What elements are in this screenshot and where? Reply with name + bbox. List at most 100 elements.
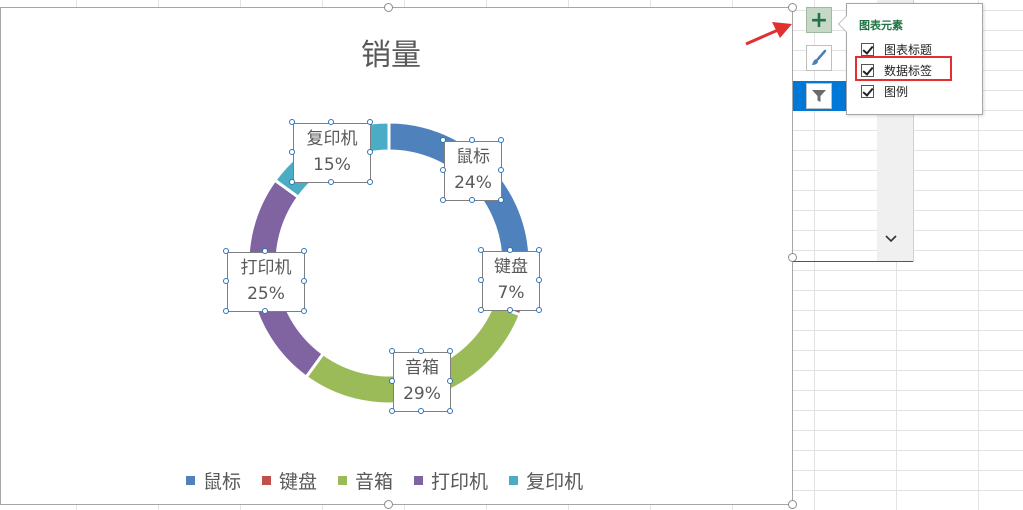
data-label-value: 15%	[313, 155, 351, 175]
data-label-name: 打印机	[240, 258, 292, 278]
selection-handle[interactable]	[469, 137, 475, 143]
selection-handle[interactable]	[367, 149, 373, 155]
selection-handle[interactable]	[289, 149, 295, 155]
resize-handle-top[interactable]	[384, 3, 393, 12]
selection-handle[interactable]	[389, 348, 395, 354]
selection-handle[interactable]	[498, 137, 504, 143]
selection-handle[interactable]	[507, 247, 513, 253]
selection-handle[interactable]	[447, 378, 453, 384]
selection-handle[interactable]	[301, 248, 307, 254]
selection-handle[interactable]	[289, 119, 295, 125]
legend-swatch	[262, 476, 272, 485]
selection-handle[interactable]	[440, 197, 446, 203]
data-label-copier[interactable]: 复印机 15%	[293, 123, 371, 183]
selection-handle[interactable]	[367, 119, 373, 125]
chart-filters-button[interactable]	[806, 83, 832, 109]
resize-handle-bottom[interactable]	[384, 500, 393, 509]
resize-handle-top-right[interactable]	[788, 3, 797, 12]
selection-handle[interactable]	[498, 197, 504, 203]
selection-handle[interactable]	[389, 378, 395, 384]
selection-handle[interactable]	[223, 248, 229, 254]
data-label-mouse[interactable]: 鼠标 24%	[444, 141, 502, 201]
selection-handle[interactable]	[223, 278, 229, 284]
selection-handle[interactable]	[367, 179, 373, 185]
red-highlight-box	[855, 56, 952, 81]
legend-item-printer[interactable]: 打印机	[414, 467, 488, 494]
selection-handle[interactable]	[469, 197, 475, 203]
selection-handle[interactable]	[447, 348, 453, 354]
resize-handle-right[interactable]	[788, 253, 797, 262]
selection-handle[interactable]	[328, 179, 334, 185]
plus-icon: +	[809, 7, 829, 33]
selection-handle[interactable]	[418, 348, 424, 354]
selection-handle[interactable]	[447, 408, 453, 414]
data-label-value: 29%	[403, 384, 441, 404]
checkbox-data-labels[interactable]	[861, 64, 874, 77]
legend-swatch	[509, 476, 519, 485]
selection-handle[interactable]	[389, 408, 395, 414]
data-label-value: 25%	[247, 284, 285, 304]
selection-handle[interactable]	[536, 277, 542, 283]
selection-handle[interactable]	[418, 408, 424, 414]
option-label: 图表标题	[884, 43, 933, 57]
option-data-labels[interactable]: 数据标签	[861, 62, 932, 79]
data-label-printer[interactable]: 打印机 25%	[227, 252, 305, 312]
brush-icon	[812, 49, 827, 65]
panel-title: 图表元素	[859, 19, 903, 32]
legend-item-keyboard[interactable]: 键盘	[262, 467, 317, 494]
chart-title[interactable]: 销量	[361, 38, 421, 73]
chart-elements-button[interactable]: +	[806, 7, 832, 33]
data-label-value: 7%	[497, 283, 525, 303]
selection-handle[interactable]	[536, 307, 542, 313]
option-legend[interactable]: 图例	[861, 83, 908, 100]
chart-elements-panel: 图表元素 图表标题 数据标签 图例	[838, 3, 983, 115]
data-label-value: 24%	[454, 173, 492, 193]
legend-swatch	[186, 476, 195, 485]
selection-handle[interactable]	[507, 307, 513, 313]
selection-handle[interactable]	[478, 307, 484, 313]
selection-handle[interactable]	[262, 308, 268, 314]
option-chart-title[interactable]: 图表标题	[861, 41, 932, 58]
data-label-name: 复印机	[306, 129, 358, 149]
legend-label: 鼠标	[203, 471, 242, 493]
legend-swatch	[338, 476, 348, 485]
donut-chart[interactable]	[1, 8, 794, 506]
divider	[793, 261, 913, 262]
filter-icon	[812, 90, 826, 102]
selection-handle[interactable]	[289, 179, 295, 185]
data-label-name: 键盘	[494, 257, 528, 277]
selection-handle[interactable]	[440, 137, 446, 143]
selection-handle[interactable]	[498, 167, 504, 173]
legend-item-speaker[interactable]: 音箱	[338, 467, 393, 494]
legend-item-mouse[interactable]: 鼠标	[186, 467, 241, 494]
selection-handle[interactable]	[301, 308, 307, 314]
selection-handle[interactable]	[328, 119, 334, 125]
selection-handle[interactable]	[478, 277, 484, 283]
chart-legend[interactable]: 鼠标 键盘 音箱 打印机 复印机	[186, 467, 583, 494]
resize-handle-bottom-right[interactable]	[788, 500, 797, 509]
selection-handle[interactable]	[440, 167, 446, 173]
arrow-icon	[745, 22, 792, 46]
chevron-down-icon[interactable]	[885, 232, 897, 248]
checkbox-legend[interactable]	[861, 85, 874, 98]
legend-label: 键盘	[279, 471, 318, 493]
data-label-speaker[interactable]: 音箱 29%	[393, 352, 451, 412]
legend-label: 打印机	[431, 471, 489, 493]
chart-area[interactable]: 销量 鼠标 24% 键盘 7% 音箱 29% 打印机 25% 复印机 15% 鼠…	[0, 7, 793, 505]
selection-handle[interactable]	[301, 278, 307, 284]
option-label: 图例	[884, 85, 909, 99]
selection-handle[interactable]	[478, 247, 484, 253]
option-label: 数据标签	[884, 64, 933, 78]
chart-styles-button[interactable]	[806, 45, 832, 71]
legend-label: 音箱	[355, 471, 394, 493]
data-label-name: 音箱	[405, 358, 439, 378]
data-label-name: 鼠标	[456, 147, 490, 167]
legend-label: 复印机	[526, 471, 584, 493]
selection-handle[interactable]	[262, 248, 268, 254]
checkbox-chart-title[interactable]	[861, 43, 874, 56]
legend-swatch	[414, 476, 424, 485]
selection-handle[interactable]	[536, 247, 542, 253]
data-label-keyboard[interactable]: 键盘 7%	[482, 251, 540, 311]
selection-handle[interactable]	[223, 308, 229, 314]
legend-item-copier[interactable]: 复印机	[509, 467, 583, 494]
